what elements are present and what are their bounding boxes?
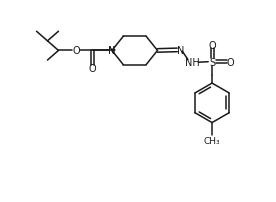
Text: NH: NH bbox=[185, 58, 200, 68]
Text: O: O bbox=[73, 46, 80, 56]
Text: N: N bbox=[108, 46, 116, 56]
Text: CH₃: CH₃ bbox=[204, 136, 220, 145]
Text: O: O bbox=[226, 57, 234, 67]
Text: S: S bbox=[209, 57, 215, 67]
Text: N: N bbox=[177, 46, 184, 56]
Text: O: O bbox=[208, 41, 216, 51]
Text: N: N bbox=[108, 46, 116, 56]
Text: O: O bbox=[89, 64, 97, 74]
